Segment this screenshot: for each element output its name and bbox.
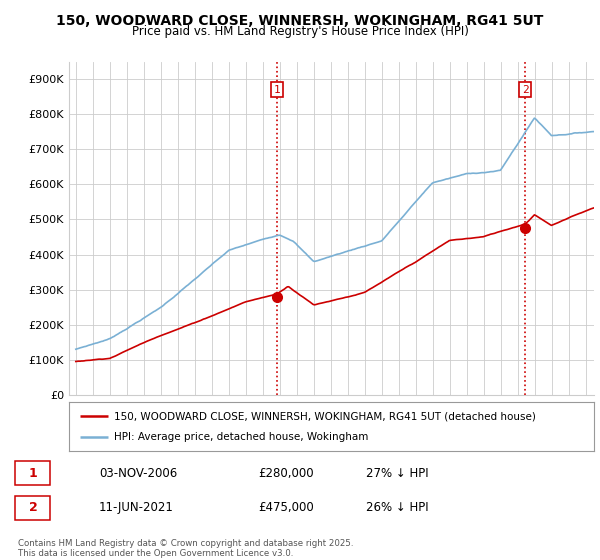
Text: 150, WOODWARD CLOSE, WINNERSH, WOKINGHAM, RG41 5UT (detached house): 150, WOODWARD CLOSE, WINNERSH, WOKINGHAM… — [113, 411, 536, 421]
Text: 1: 1 — [29, 466, 37, 479]
Bar — [15, 461, 50, 485]
Text: 26% ↓ HPI: 26% ↓ HPI — [366, 501, 428, 514]
Text: 11-JUN-2021: 11-JUN-2021 — [99, 501, 174, 514]
Text: Price paid vs. HM Land Registry's House Price Index (HPI): Price paid vs. HM Land Registry's House … — [131, 25, 469, 38]
Bar — [15, 496, 50, 520]
Text: 150, WOODWARD CLOSE, WINNERSH, WOKINGHAM, RG41 5UT: 150, WOODWARD CLOSE, WINNERSH, WOKINGHAM… — [56, 14, 544, 28]
Text: 27% ↓ HPI: 27% ↓ HPI — [366, 466, 428, 479]
Text: Contains HM Land Registry data © Crown copyright and database right 2025.
This d: Contains HM Land Registry data © Crown c… — [18, 539, 353, 558]
Text: £475,000: £475,000 — [258, 501, 314, 514]
Text: £280,000: £280,000 — [258, 466, 314, 479]
Text: 2: 2 — [29, 501, 37, 514]
Text: 03-NOV-2006: 03-NOV-2006 — [99, 466, 177, 479]
Text: HPI: Average price, detached house, Wokingham: HPI: Average price, detached house, Woki… — [113, 432, 368, 442]
Text: 2: 2 — [521, 85, 529, 95]
Text: 1: 1 — [274, 85, 280, 95]
